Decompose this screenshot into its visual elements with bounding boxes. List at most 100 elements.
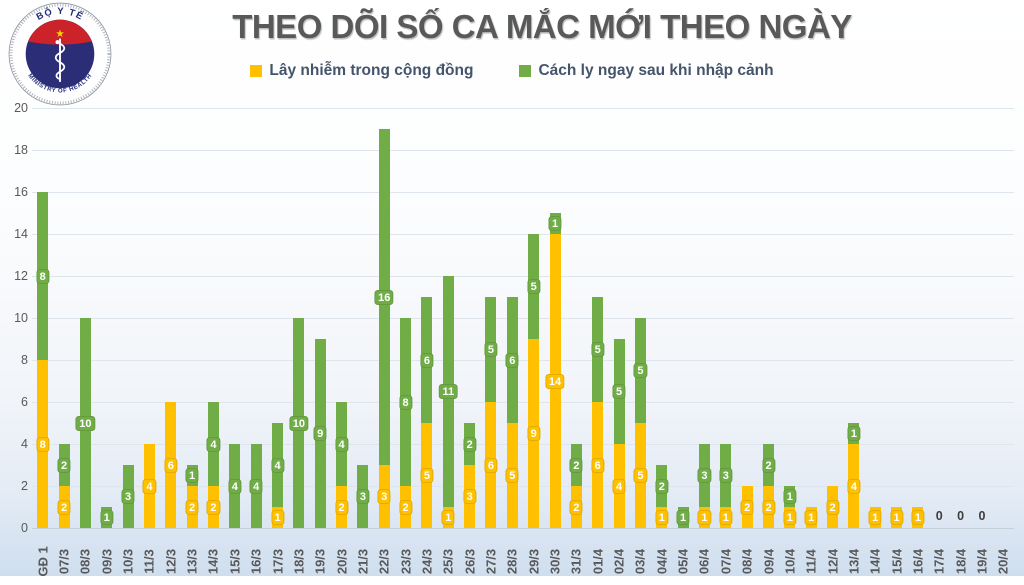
x-axis-tick-label: 15/4 [889,548,905,575]
gridline [32,233,1014,235]
data-label: 4 [228,478,242,494]
x-axis-tick-label: 31/3 [568,548,584,575]
gridline [32,485,1014,487]
x-axis-tick-label: 09/3 [99,548,115,575]
x-axis-tick-label: 21/3 [355,548,371,575]
x-axis-tick-label: GĐ 1 [35,546,51,577]
logo-star-icon: ★ [55,29,64,40]
data-label: 1 [185,468,199,483]
data-label: 1 [783,510,797,525]
data-label: 14 [545,373,565,389]
data-label: 5 [420,468,434,483]
logo-hatch-ring [9,3,111,105]
data-label: 6 [505,352,519,368]
gridline [32,401,1014,403]
legend-swatch-community [250,65,263,77]
x-axis-tick-label: 17/4 [931,548,947,575]
zero-data-label: 0 [978,509,986,523]
x-axis-tick-label: 07/3 [56,548,72,575]
x-axis-line [32,527,1014,529]
data-label: 9 [527,426,541,441]
data-label: 2 [655,478,669,494]
data-label: 2 [761,457,776,473]
x-axis-tick-label: 18/3 [291,548,307,575]
data-label: 6 [484,457,498,473]
x-axis-tick-label: 11/3 [141,549,157,574]
data-label: 5 [484,342,498,357]
data-label: 4 [847,478,861,494]
data-label: 2 [57,457,71,473]
y-axis-tick-label: 8 [21,353,28,367]
x-axis-tick-label: 04/4 [654,548,670,575]
gridline [32,191,1014,193]
ministry-of-health-logo: ★ BỘ Y TẾ MINISTRY OF HEALTH [8,2,112,106]
x-axis-tick-label: 30/3 [547,548,563,575]
gridline [32,359,1014,361]
x-axis-tick-label: 14/4 [867,548,883,575]
x-axis-tick-label: 03/4 [632,548,648,575]
x-axis-tick-label: 27/3 [483,548,499,575]
data-label: 5 [527,279,541,294]
data-label: 4 [270,457,285,473]
data-label: 6 [420,352,434,368]
data-label: 1 [655,510,669,525]
data-label: 6 [591,457,605,473]
data-label: 4 [206,436,221,452]
x-axis-tick-label: 16/3 [248,548,264,575]
x-axis-tick-label: 25/3 [440,548,456,575]
data-label: 1 [548,216,562,231]
x-axis-tick-label: 24/3 [419,548,435,575]
data-label: 2 [57,499,71,515]
data-label: 11 [438,384,458,399]
data-label: 5 [612,384,626,399]
x-axis-tick-label: 12/4 [825,548,841,575]
data-label: 1 [100,510,114,525]
x-axis-tick-label: 08/3 [77,548,93,575]
x-axis-tick-label: 20/4 [995,548,1011,575]
legend-item-quarantine: Cách ly ngay sau khi nhập cảnh [519,62,774,80]
y-axis-tick-label: 0 [21,521,28,535]
data-label: 1 [719,510,733,525]
data-label: 2 [334,499,349,515]
data-label: 3 [121,489,135,504]
data-label: 3 [463,489,477,504]
data-label: 4 [142,478,156,494]
x-axis-tick-label: 18/4 [953,548,969,575]
data-label: 4 [249,478,263,494]
data-label: 10 [289,415,309,431]
x-axis-tick-label: 10/3 [120,548,136,575]
data-label: 10 [75,415,95,431]
x-axis-tick-label: 14/3 [205,548,221,575]
legend-label-community: Lây nhiễm trong cộng đồng [269,62,474,79]
data-label: 5 [505,468,519,483]
data-label: 2 [740,499,754,515]
logo-snake-icon [54,42,66,80]
legend-item-community: Lây nhiễm trong cộng đồng [250,62,473,80]
data-label: 1 [783,489,797,504]
x-axis-tick-label: 29/3 [526,548,542,575]
gridline [32,443,1014,445]
chart-title: THEO DÕI SỐ CA MẮC MỚI THEO NGÀY [232,8,852,45]
x-axis-tick-label: 11/4 [803,549,819,574]
legend-label-quarantine: Cách ly ngay sau khi nhập cảnh [538,62,774,79]
data-label: 8 [36,268,50,284]
data-label: 3 [719,468,733,483]
x-axis-tick-label: 26/3 [462,548,478,575]
x-axis-tick-label: 12/3 [163,548,179,575]
data-label: 9 [313,426,327,441]
data-label: 1 [697,510,712,525]
data-label: 1 [868,510,882,525]
x-axis-tick-label: 08/4 [739,548,755,575]
legend-swatch-quarantine [519,65,532,77]
data-label: 2 [185,499,199,515]
gridline [32,149,1014,151]
x-axis-tick-label: 01/4 [590,548,606,575]
x-axis-tick-label: 10/4 [782,548,798,575]
x-axis-tick-label: 06/4 [696,548,712,575]
data-label: 1 [847,426,861,441]
data-label: 2 [206,499,221,515]
y-axis-tick-label: 14 [14,227,28,241]
x-axis-tick-label: 05/4 [675,548,691,575]
data-label: 8 [36,436,50,452]
